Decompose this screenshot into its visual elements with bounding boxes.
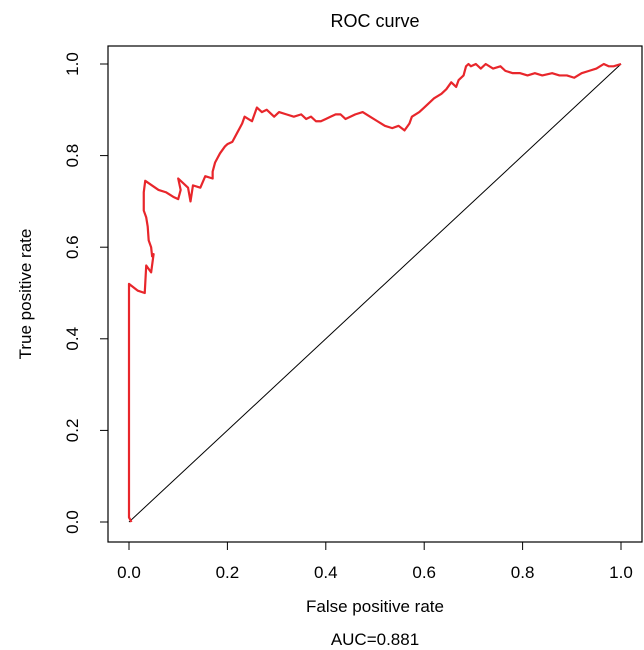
auc-annotation: AUC=0.881 — [331, 630, 419, 649]
x-axis-title: False positive rate — [306, 597, 444, 616]
y-tick-label: 0.0 — [63, 510, 82, 534]
y-axis: 0.0 0.2 0.4 0.6 0.8 1.0 — [63, 52, 109, 534]
x-axis: 0.0 0.2 0.4 0.6 0.8 1.0 — [117, 541, 633, 582]
y-tick-label: 0.4 — [63, 327, 82, 351]
diagonal-reference-line — [128, 63, 622, 523]
roc-curve-line — [127, 62, 622, 523]
y-axis-title: True positive rate — [16, 229, 35, 360]
y-tick-label: 0.6 — [63, 235, 82, 259]
chart-title: ROC curve — [330, 11, 419, 31]
x-tick-label: 0.8 — [511, 563, 535, 582]
y-tick-label: 0.8 — [63, 144, 82, 168]
y-tick-label: 1.0 — [63, 52, 82, 76]
plot-area — [127, 62, 622, 523]
x-tick-label: 0.4 — [314, 563, 338, 582]
x-tick-label: 0.2 — [216, 563, 240, 582]
x-tick-label: 0.6 — [412, 563, 436, 582]
x-tick-label: 1.0 — [609, 563, 633, 582]
y-tick-label: 0.2 — [63, 419, 82, 443]
x-tick-label: 0.0 — [117, 563, 141, 582]
